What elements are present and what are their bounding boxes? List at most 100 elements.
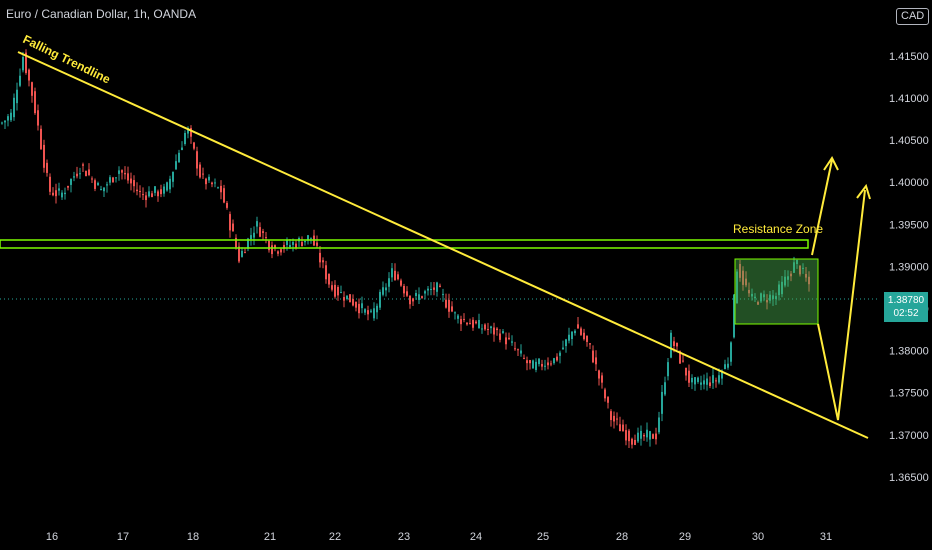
candle-body (361, 303, 363, 309)
candle-body (466, 322, 468, 325)
candle-body (133, 180, 135, 187)
candle-body (49, 176, 51, 192)
x-tick-label: 22 (329, 531, 341, 543)
x-tick-label: 28 (616, 531, 628, 543)
candle-body (676, 342, 678, 347)
candle-body (673, 341, 675, 347)
candle-body (475, 321, 477, 324)
candle-body (34, 91, 36, 114)
candle-body (385, 287, 387, 291)
candle-body (289, 244, 291, 248)
candle-body (493, 327, 495, 335)
candle-body (454, 312, 456, 314)
candle-body (352, 299, 354, 306)
candle-body (457, 315, 459, 319)
x-tick-label: 16 (46, 531, 58, 543)
candle-body (199, 164, 201, 178)
candle-body (214, 182, 216, 184)
candle-body (463, 318, 465, 320)
candle-body (244, 252, 246, 254)
candle-body (229, 214, 231, 231)
candle-body (169, 178, 171, 190)
candle-body (424, 291, 426, 294)
x-tick-label: 30 (752, 531, 764, 543)
candle-body (379, 291, 381, 308)
candle-body (721, 370, 723, 379)
candle-body (166, 182, 168, 191)
candle-body (205, 178, 207, 185)
candle-body (628, 430, 630, 442)
x-tick-label: 23 (398, 531, 410, 543)
candle-body (520, 350, 522, 354)
candle-body (658, 417, 660, 433)
candle-body (190, 128, 192, 137)
candle-body (613, 415, 615, 422)
candle-body (223, 188, 225, 203)
candle-body (607, 397, 609, 403)
x-tick-label: 25 (537, 531, 549, 543)
candle-body (103, 187, 105, 192)
candle-body (577, 324, 579, 329)
candle-body (517, 349, 519, 351)
candle-body (391, 268, 393, 278)
candle-body (568, 334, 570, 341)
candle-body (136, 189, 138, 192)
candle-body (346, 295, 348, 300)
candle-body (625, 430, 627, 441)
candle-body (580, 328, 582, 335)
x-tick-label: 21 (264, 531, 276, 543)
candle-body (127, 173, 129, 181)
candle-body (268, 240, 270, 251)
candle-body (715, 380, 717, 382)
price-axis: 1.41500 1.41000 1.40500 1.40000 1.39500 1.390… (889, 51, 929, 484)
candle-body (592, 350, 594, 363)
candle-body (196, 151, 198, 169)
candle-body (727, 363, 729, 368)
candle-body (151, 193, 153, 198)
candle-body (187, 127, 189, 134)
candle-body (460, 319, 462, 325)
candle-body (286, 240, 288, 246)
projection-up-arrow (811, 159, 833, 256)
candle-body (601, 375, 603, 383)
candle-body (664, 382, 666, 395)
y-tick-label: 1.38000 (889, 346, 929, 358)
candle-body (505, 337, 507, 345)
candle-body (67, 185, 69, 188)
projection-second-arrowhead (856, 183, 871, 200)
candle-body (790, 273, 792, 277)
x-tick-label: 18 (187, 531, 199, 543)
candle-body (508, 337, 510, 340)
candle-body (4, 120, 6, 123)
candle-body (619, 424, 621, 432)
candle-body (7, 116, 9, 121)
candle-body (547, 362, 549, 366)
candle-body (217, 187, 219, 189)
candle-body (481, 328, 483, 330)
candle-body (742, 270, 744, 285)
candle-body (124, 173, 126, 175)
candle-body (604, 389, 606, 399)
candle-body (73, 176, 75, 178)
candle-body (622, 424, 624, 432)
candle-body (262, 231, 264, 233)
candle-body (523, 357, 525, 359)
candle-body (529, 360, 531, 364)
candle-body (343, 297, 345, 301)
candle-body (565, 339, 567, 347)
candle-body (85, 171, 87, 177)
candle-body (43, 144, 45, 168)
candle-body (412, 298, 414, 302)
candle-body (793, 262, 795, 273)
candle-body (700, 382, 702, 385)
candle-body (325, 265, 327, 280)
candle-body (10, 112, 12, 121)
candle-body (694, 377, 696, 385)
currency-button[interactable]: CAD (896, 8, 930, 25)
candle-body (256, 221, 258, 227)
candle-body (193, 142, 195, 149)
candle-body (439, 285, 441, 287)
candle-body (682, 360, 684, 362)
candle-body (691, 377, 693, 383)
